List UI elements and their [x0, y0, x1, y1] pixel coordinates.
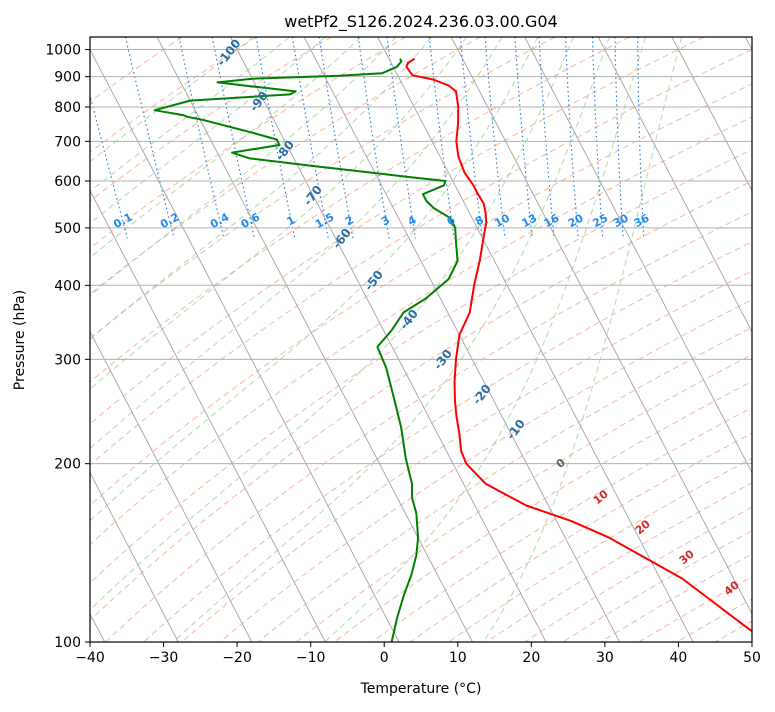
y-tick-label: 900 [54, 70, 81, 86]
y-tick-label: 500 [54, 221, 81, 237]
x-tick-label: −40 [75, 650, 105, 666]
y-tick-label: 100 [54, 635, 81, 651]
x-tick-label: 0 [380, 650, 389, 666]
x-tick-label: 10 [449, 650, 467, 666]
y-axis-label: Pressure (hPa) [12, 290, 28, 390]
plot-background [90, 37, 752, 642]
y-tick-label: 800 [54, 100, 81, 116]
x-axis-label: Temperature (°C) [360, 681, 482, 697]
y-tick-label: 600 [54, 174, 81, 190]
x-tick-label: −30 [149, 650, 179, 666]
x-tick-label: 20 [522, 650, 540, 666]
x-tick-label: 50 [743, 650, 761, 666]
y-tick-label: 300 [54, 352, 81, 368]
y-tick-label: 400 [54, 278, 81, 294]
x-tick-label: −10 [296, 650, 326, 666]
y-tick-label: 700 [54, 134, 81, 150]
x-tick-label: 40 [670, 650, 688, 666]
x-tick-label: −20 [222, 650, 252, 666]
chart-title: wetPf2_S126.2024.236.03.00.G04 [284, 12, 558, 32]
x-tick-label: 30 [596, 650, 614, 666]
y-tick-label: 200 [54, 457, 81, 473]
y-tick-label: 1000 [45, 43, 81, 59]
